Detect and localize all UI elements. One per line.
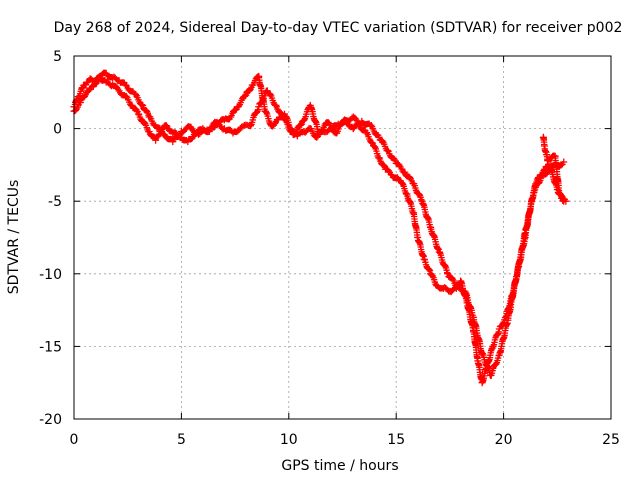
x-tick-label: 10 xyxy=(280,432,298,448)
tick-labels: 0 5 10 15 20 25 -20 -15 -10 -5 0 5 xyxy=(39,49,620,448)
y-tick-label: 0 xyxy=(53,122,62,138)
chart-title: Day 268 of 2024, Sidereal Day-to-day VTE… xyxy=(54,20,623,36)
series-trace xyxy=(71,73,566,385)
y-axis-label: SDTVAR / TECUs xyxy=(6,180,22,295)
series-trace xyxy=(71,69,567,379)
series-1 xyxy=(70,69,568,379)
x-tick-label: 25 xyxy=(602,432,620,448)
grid-lines xyxy=(74,56,611,419)
y-tick-label: 5 xyxy=(53,49,62,65)
x-tick-label: 0 xyxy=(70,432,79,448)
series-trace xyxy=(540,134,569,204)
y-tick-label: -15 xyxy=(39,339,62,355)
series-2 xyxy=(539,133,570,205)
y-tick-label: -10 xyxy=(39,267,62,283)
y-tick-label: -5 xyxy=(48,194,62,210)
data-series xyxy=(70,69,570,387)
x-tick-label: 20 xyxy=(495,432,513,448)
series-0 xyxy=(70,72,568,387)
axis-ticks xyxy=(73,55,612,420)
x-tick-label: 15 xyxy=(387,432,405,448)
x-tick-label: 5 xyxy=(177,432,186,448)
x-axis-label: GPS time / hours xyxy=(281,458,398,474)
plot-frame xyxy=(73,55,612,420)
y-tick-label: -20 xyxy=(39,412,62,428)
